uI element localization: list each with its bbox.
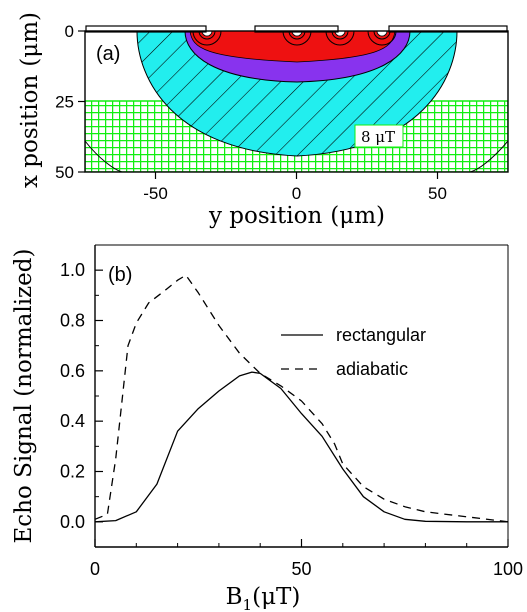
x-tick-label-a: 50 — [428, 184, 447, 203]
y-tick-label-b: 0.2 — [60, 462, 85, 482]
x-tick-label-a: 0 — [292, 184, 301, 203]
y-tick-label-a: 25 — [55, 93, 74, 112]
wire-rings — [192, 31, 397, 46]
y-tick-label-a: 50 — [55, 163, 74, 182]
field-map — [85, 31, 508, 172]
y-tick-label-b: 0.6 — [60, 361, 85, 381]
axis-ticks-b: 0 50 100 0.0 0.2 0.4 0.6 0.8 1.0 — [60, 244, 523, 579]
y-tick-label-b: 0.4 — [60, 411, 85, 431]
outer-field-contour-right — [469, 140, 508, 172]
x-axis-title-b: B1(μT) — [226, 584, 301, 612]
panel-a-label: (a) — [96, 43, 120, 65]
mid-field-contour — [136, 31, 458, 157]
field-annotation: 8 μT — [361, 128, 395, 146]
outer-field-contour — [85, 140, 123, 172]
x-tick-label-a: -50 — [143, 184, 168, 203]
x-tick-label-b: 50 — [291, 559, 311, 579]
panel-b-label: (b) — [108, 264, 132, 286]
axis-ticks-a: -50 0 50 0 25 50 — [55, 22, 447, 203]
x-axis-title-a: y position (μm) — [208, 203, 385, 229]
series-line-rectangular — [95, 371, 508, 523]
annotation-box — [354, 124, 404, 148]
y-tick-label-b: 0.0 — [60, 512, 85, 532]
series-lines — [95, 274, 508, 523]
legend-label-rectangular: rectangular — [336, 325, 426, 345]
y-tick-label-b: 0.8 — [60, 311, 85, 331]
panel-a: -50 0 50 0 25 50 (a) 8 μT y position (μm) x po… — [17, 12, 509, 229]
conductor-strips — [85, 25, 508, 33]
x-tick-label-b: 0 — [90, 559, 100, 579]
series-line-adiabatic — [95, 274, 508, 523]
legend: rectangular adiabatic — [281, 325, 426, 379]
y-tick-label-a: 0 — [65, 22, 74, 41]
y-axis-title-b: Echo Signal (normalized) — [11, 249, 37, 544]
y-axis-title-a: x position(μm) — [17, 12, 43, 188]
y-tick-label-b: 1.0 — [60, 260, 85, 280]
panel-b: 0 50 100 0.0 0.2 0.4 0.6 0.8 1.0 (b) rectangular… — [11, 244, 523, 612]
legend-label-adiabatic: adiabatic — [336, 359, 408, 379]
x-tick-label-b: 100 — [493, 559, 523, 579]
